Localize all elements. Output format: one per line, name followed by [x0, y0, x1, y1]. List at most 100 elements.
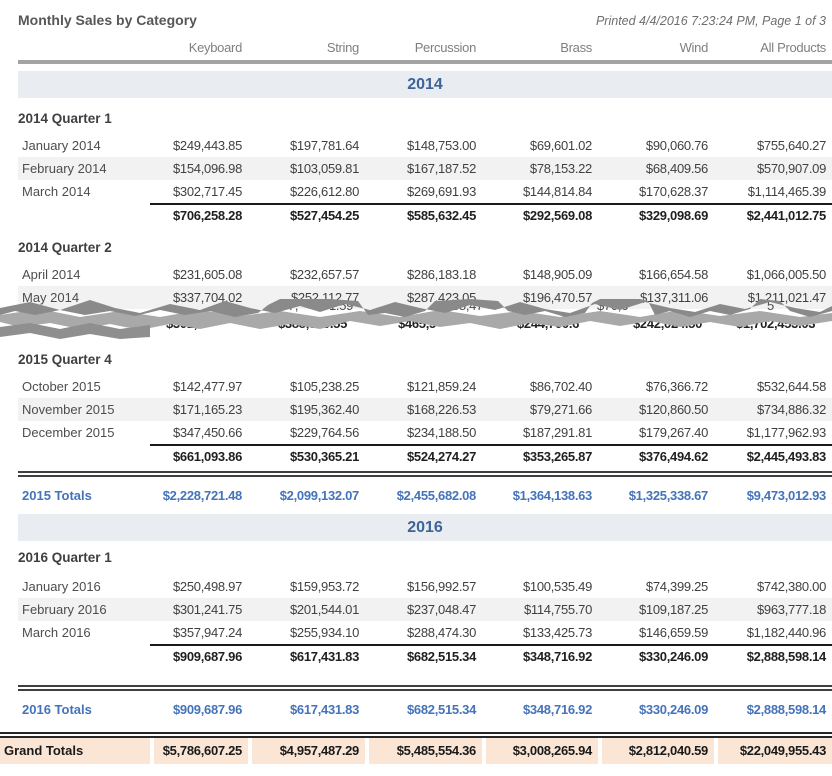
- amount-cell: $231,605.08: [173, 267, 242, 282]
- amount-cell: $109,187.25: [639, 602, 708, 617]
- quarter-total-cell: $292,569.08: [482, 203, 598, 227]
- amount-cell: $86,702.40: [529, 379, 592, 394]
- year-total-row: 2016 Totals $909,687.96 $617,431.83 $682,51…: [18, 699, 832, 721]
- double-rule: [18, 471, 832, 477]
- quarter-heading: 2016 Quarter 1: [18, 550, 112, 565]
- amount-cell: $167,187.52: [407, 161, 476, 176]
- amount-cell: $301,241.75: [173, 602, 242, 617]
- torn-fragment-upper: 5: [767, 298, 774, 313]
- quarter-total-cell: $585,632.45: [365, 203, 482, 227]
- quarter-total-cell: $2,441,012.75: [714, 203, 832, 227]
- quarter-total-cell: $527,454.25: [248, 203, 365, 227]
- year-total-cell: $682,515.34: [407, 702, 476, 717]
- year-section-label: 2014: [407, 76, 443, 93]
- amount-cell: $201,544.01: [290, 602, 359, 617]
- year-total-cell: $1,364,138.63: [512, 488, 593, 503]
- year-total-cell: $1,325,338.67: [628, 488, 709, 503]
- amount-cell: $103,059.81: [290, 161, 359, 176]
- year-section-band: 2016: [18, 514, 832, 541]
- amount-cell: $570,907.09: [757, 161, 826, 176]
- amount-cell: $90,060.76: [645, 138, 708, 153]
- amount-cell: $105,238.25: [290, 379, 359, 394]
- month-row: November 2015 $171,165.23 $195,362.40 $168,…: [18, 398, 832, 421]
- amount-cell: $120,860.50: [639, 402, 708, 417]
- year-total-cell: $348,716.92: [523, 702, 592, 717]
- quarter-total-cell: $329,098.69: [598, 203, 714, 227]
- year-section-band: 2014: [18, 71, 832, 98]
- column-header-keyboard: Keyboard: [188, 40, 243, 55]
- amount-cell: $1,114,465.39: [747, 184, 827, 199]
- printed-info: Printed 4/4/2016 7:23:24 PM, Page 1 of 3: [595, 14, 826, 28]
- month-label: March 2014: [22, 184, 91, 199]
- amount-cell: $288,474.30: [407, 625, 476, 640]
- year-total-label: 2015 Totals: [22, 488, 92, 503]
- month-label: March 2016: [22, 625, 91, 640]
- amount-cell: $255,934.10: [290, 625, 359, 640]
- year-section-label: 2016: [407, 519, 443, 536]
- month-row: October 2015 $142,477.97 $105,238.25 $121,8…: [18, 375, 832, 398]
- grand-total-cell: $4,957,487.29: [248, 738, 365, 764]
- amount-cell: $755,640.27: [757, 138, 826, 153]
- amount-cell: $159,953.72: [290, 579, 359, 594]
- quarter-total-cell: $617,431.83: [248, 644, 365, 668]
- column-header-wind: Wind: [679, 40, 709, 55]
- column-header-row: Keyboard String Percussion Brass Wind All Pro…: [18, 38, 832, 58]
- year-total-cell: $2,228,721.48: [162, 488, 243, 503]
- quarter-total-cell: $2,888,598.14: [714, 644, 832, 668]
- quarter-total-cell: $661,093.86: [150, 444, 248, 468]
- quarter-heading: 2014 Quarter 1: [18, 111, 112, 126]
- month-row: February 2016 $301,241.75 $201,544.01 $237,…: [18, 598, 832, 621]
- column-header-brass: Brass: [560, 40, 592, 55]
- quarter-total-cell: $2,445,493.83: [714, 444, 832, 468]
- grand-total-cell: $5,485,554.36: [365, 738, 482, 764]
- amount-cell: $250,498.97: [173, 579, 242, 594]
- grand-total-cell: $22,049,955.43: [714, 738, 832, 764]
- report-body: 2014 2014 Quarter 1 January 2014 $249,443.8…: [0, 71, 832, 764]
- month-row: December 2015 $347,450.66 $229,764.56 $234,…: [18, 421, 832, 444]
- month-row: March 2014 $302,717.45 $226,612.80 $269,691…: [18, 180, 832, 203]
- grand-total-label: Grand Totals: [0, 738, 150, 764]
- amount-cell: $114,755.70: [523, 602, 592, 617]
- quarter-total-cell: $682,515.34: [365, 644, 482, 668]
- month-label: October 2015: [22, 379, 101, 394]
- amount-cell: $168,226.53: [407, 402, 476, 417]
- amount-cell: $249,443.85: [173, 138, 242, 153]
- month-row: January 2014 $249,443.85 $197,781.64 $148,7…: [18, 134, 832, 157]
- amount-cell: $154,096.98: [173, 161, 242, 176]
- year-total-cell: $330,246.09: [639, 702, 708, 717]
- quarter-total-cell: $330,246.09: [598, 644, 714, 668]
- amount-cell: $137,311.06: [639, 290, 708, 305]
- torn-edge-graphic: [0, 299, 832, 339]
- quarter-total-spacer: [18, 644, 150, 668]
- month-label: April 2014: [22, 267, 81, 282]
- year-total-cell: $617,431.83: [290, 702, 359, 717]
- grand-total-row: Grand Totals $5,786,607.25 $4,957,487.29 $5…: [0, 738, 832, 764]
- column-header-all-products: All Products: [760, 40, 826, 55]
- amount-cell: $79,271.66: [529, 402, 592, 417]
- amount-cell: $1,182,440.96: [746, 625, 827, 640]
- quarter-total-cell: $376,494.62: [598, 444, 714, 468]
- quarter-total-cell: $353,265.87: [482, 444, 598, 468]
- amount-cell: $100,535.49: [523, 579, 592, 594]
- amount-cell: $1,177,962.93: [746, 425, 827, 440]
- year-total-cell: $909,687.96: [173, 702, 242, 717]
- quarter-heading: 2014 Quarter 2: [18, 240, 112, 255]
- amount-cell: $197,781.64: [290, 138, 359, 153]
- quarter-total-cell: $530,365.21: [248, 444, 365, 468]
- year-total-row: 2015 Totals $2,228,721.48 $2,099,132.07 $2,…: [18, 485, 832, 507]
- month-label: May 2014: [22, 290, 80, 305]
- amount-cell: $357,947.24: [173, 625, 242, 640]
- month-label: January 2014: [22, 138, 101, 153]
- amount-cell: $237,048.47: [407, 602, 476, 617]
- amount-cell: $74,399.25: [645, 579, 708, 594]
- amount-cell: $347,450.66: [173, 425, 242, 440]
- quarter-total-spacer: [18, 444, 150, 468]
- month-label: December 2015: [22, 425, 115, 440]
- amount-cell: $156,992.57: [407, 579, 476, 594]
- quarter-total-row: $706,258.28 $527,454.25 $585,632.45 $292,56…: [18, 203, 832, 227]
- torn-paper-section: 07,1.5988,47$70,65$301,$388,520.55$465,5…: [0, 298, 832, 351]
- amount-cell: $170,628.37: [639, 184, 708, 199]
- amount-cell: $742,380.00: [757, 579, 826, 594]
- amount-cell: $734,886.32: [757, 402, 826, 417]
- grand-total-cell: $3,008,265.94: [482, 738, 598, 764]
